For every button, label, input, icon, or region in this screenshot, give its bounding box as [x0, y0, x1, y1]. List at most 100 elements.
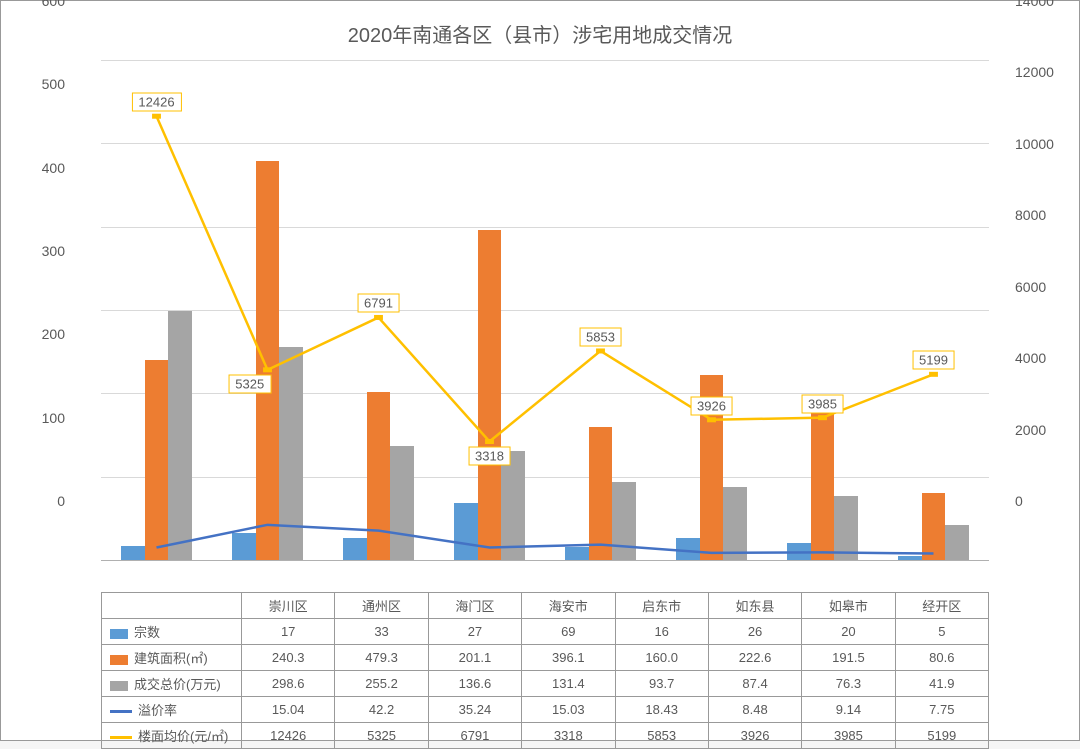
table-cell: 191.5: [802, 645, 895, 671]
table-cell: 8.48: [708, 697, 801, 723]
table-cell: 27: [428, 619, 521, 645]
y-right-tick: 6000: [1015, 279, 1046, 295]
chart-container: 2020年南通各区（县市）涉宅用地成交情况 010020030040050060…: [0, 0, 1080, 741]
y-right-tick: 10000: [1015, 136, 1054, 152]
table-cell: 5: [895, 619, 988, 645]
price-label: 3926: [690, 396, 733, 415]
legend-swatch: [110, 710, 132, 713]
table-cell: 5325: [335, 723, 428, 749]
table-cell: 80.6: [895, 645, 988, 671]
legend-label: 成交总价(万元): [134, 677, 221, 692]
data-table: 崇川区通州区海门区海安市启东市如东县如皋市经开区宗数17332769162620…: [101, 592, 989, 749]
category-header: 通州区: [335, 593, 428, 619]
price-label: 5199: [912, 351, 955, 370]
y-right-tick: 12000: [1015, 64, 1054, 80]
table-cell: 3985: [802, 723, 895, 749]
table-cell: 9.14: [802, 697, 895, 723]
table-cell: 5853: [615, 723, 708, 749]
price-label: 5853: [579, 327, 622, 346]
price-label: 6791: [357, 294, 400, 313]
category-header: 如东县: [708, 593, 801, 619]
legend-swatch: [110, 655, 128, 665]
table-cell: 18.43: [615, 697, 708, 723]
table-cell: 41.9: [895, 671, 988, 697]
category-header: 崇川区: [242, 593, 335, 619]
table-cell: 222.6: [708, 645, 801, 671]
table-cell: 479.3: [335, 645, 428, 671]
legend-swatch: [110, 629, 128, 639]
table-row: 宗数 173327691626205: [102, 619, 989, 645]
legend-label: 建筑面积(㎡): [134, 651, 208, 666]
y-left-tick: 600: [42, 0, 65, 9]
table-cell: 255.2: [335, 671, 428, 697]
y-left-tick: 0: [57, 493, 65, 509]
table-row: 建筑面积(㎡) 240.3479.3201.1396.1160.0222.6191…: [102, 645, 989, 671]
legend-label: 宗数: [134, 625, 160, 640]
table-cell: 33: [335, 619, 428, 645]
y-right-tick: 4000: [1015, 350, 1046, 366]
y-right-tick: 8000: [1015, 207, 1046, 223]
y-right-tick: 14000: [1015, 0, 1054, 9]
table-cell: 201.1: [428, 645, 521, 671]
table-cell: 396.1: [522, 645, 615, 671]
gridline: [101, 560, 989, 561]
table-cell: 16: [615, 619, 708, 645]
table-cell: 26: [708, 619, 801, 645]
y-axis-right: 02000400060008000100001200014000: [1009, 1, 1069, 501]
y-right-tick: 2000: [1015, 422, 1046, 438]
legend-cell: 宗数: [102, 619, 242, 645]
price-label: 3985: [801, 394, 844, 413]
table-cell: 3926: [708, 723, 801, 749]
legend-cell: 成交总价(万元): [102, 671, 242, 697]
y-left-tick: 100: [42, 410, 65, 426]
y-left-tick: 400: [42, 160, 65, 176]
table-cell: 5199: [895, 723, 988, 749]
y-axis-left: 0100200300400500600: [11, 1, 71, 501]
table-cell: 76.3: [802, 671, 895, 697]
y-left-tick: 500: [42, 76, 65, 92]
legend-cell: 建筑面积(㎡): [102, 645, 242, 671]
category-axis: [101, 564, 989, 586]
table-cell: 17: [242, 619, 335, 645]
price-label: 5325: [228, 374, 271, 393]
price-label: 12426: [131, 93, 181, 112]
category-header: 如皋市: [802, 593, 895, 619]
plot-area: 12426 5325 6791 3318 5853 3926 3985 5199: [101, 60, 989, 560]
legend-label: 溢价率: [138, 703, 177, 718]
table-cell: 12426: [242, 723, 335, 749]
legend-swatch: [110, 681, 128, 691]
table-cell: 298.6: [242, 671, 335, 697]
table-cell: 20: [802, 619, 895, 645]
legend-cell: 楼面均价(元/㎡): [102, 723, 242, 749]
table-cell: 3318: [522, 723, 615, 749]
table-cell: 240.3: [242, 645, 335, 671]
table-cell: 35.24: [428, 697, 521, 723]
table-row: 成交总价(万元) 298.6255.2136.6131.493.787.476.3…: [102, 671, 989, 697]
table-cell: 131.4: [522, 671, 615, 697]
table-cell: 6791: [428, 723, 521, 749]
category-header: 启东市: [615, 593, 708, 619]
table-row: 溢价率 15.0442.235.2415.0318.438.489.147.75: [102, 697, 989, 723]
legend-swatch: [110, 736, 132, 739]
legend-header-blank: [102, 593, 242, 619]
table-row: 楼面均价(元/㎡) 1242653256791331858533926398551…: [102, 723, 989, 749]
table-cell: 160.0: [615, 645, 708, 671]
table-cell: 15.04: [242, 697, 335, 723]
y-left-tick: 300: [42, 243, 65, 259]
legend-cell: 溢价率: [102, 697, 242, 723]
table-cell: 69: [522, 619, 615, 645]
category-header: 海安市: [522, 593, 615, 619]
chart-title: 2020年南通各区（县市）涉宅用地成交情况: [21, 19, 1059, 48]
category-header: 海门区: [428, 593, 521, 619]
category-header: 经开区: [895, 593, 988, 619]
table-cell: 136.6: [428, 671, 521, 697]
table-cell: 93.7: [615, 671, 708, 697]
legend-label: 楼面均价(元/㎡): [138, 729, 228, 744]
y-left-tick: 200: [42, 326, 65, 342]
table-cell: 7.75: [895, 697, 988, 723]
table-cell: 42.2: [335, 697, 428, 723]
y-right-tick: 0: [1015, 493, 1023, 509]
price-label: 3318: [468, 446, 511, 465]
table-cell: 15.03: [522, 697, 615, 723]
table-cell: 87.4: [708, 671, 801, 697]
